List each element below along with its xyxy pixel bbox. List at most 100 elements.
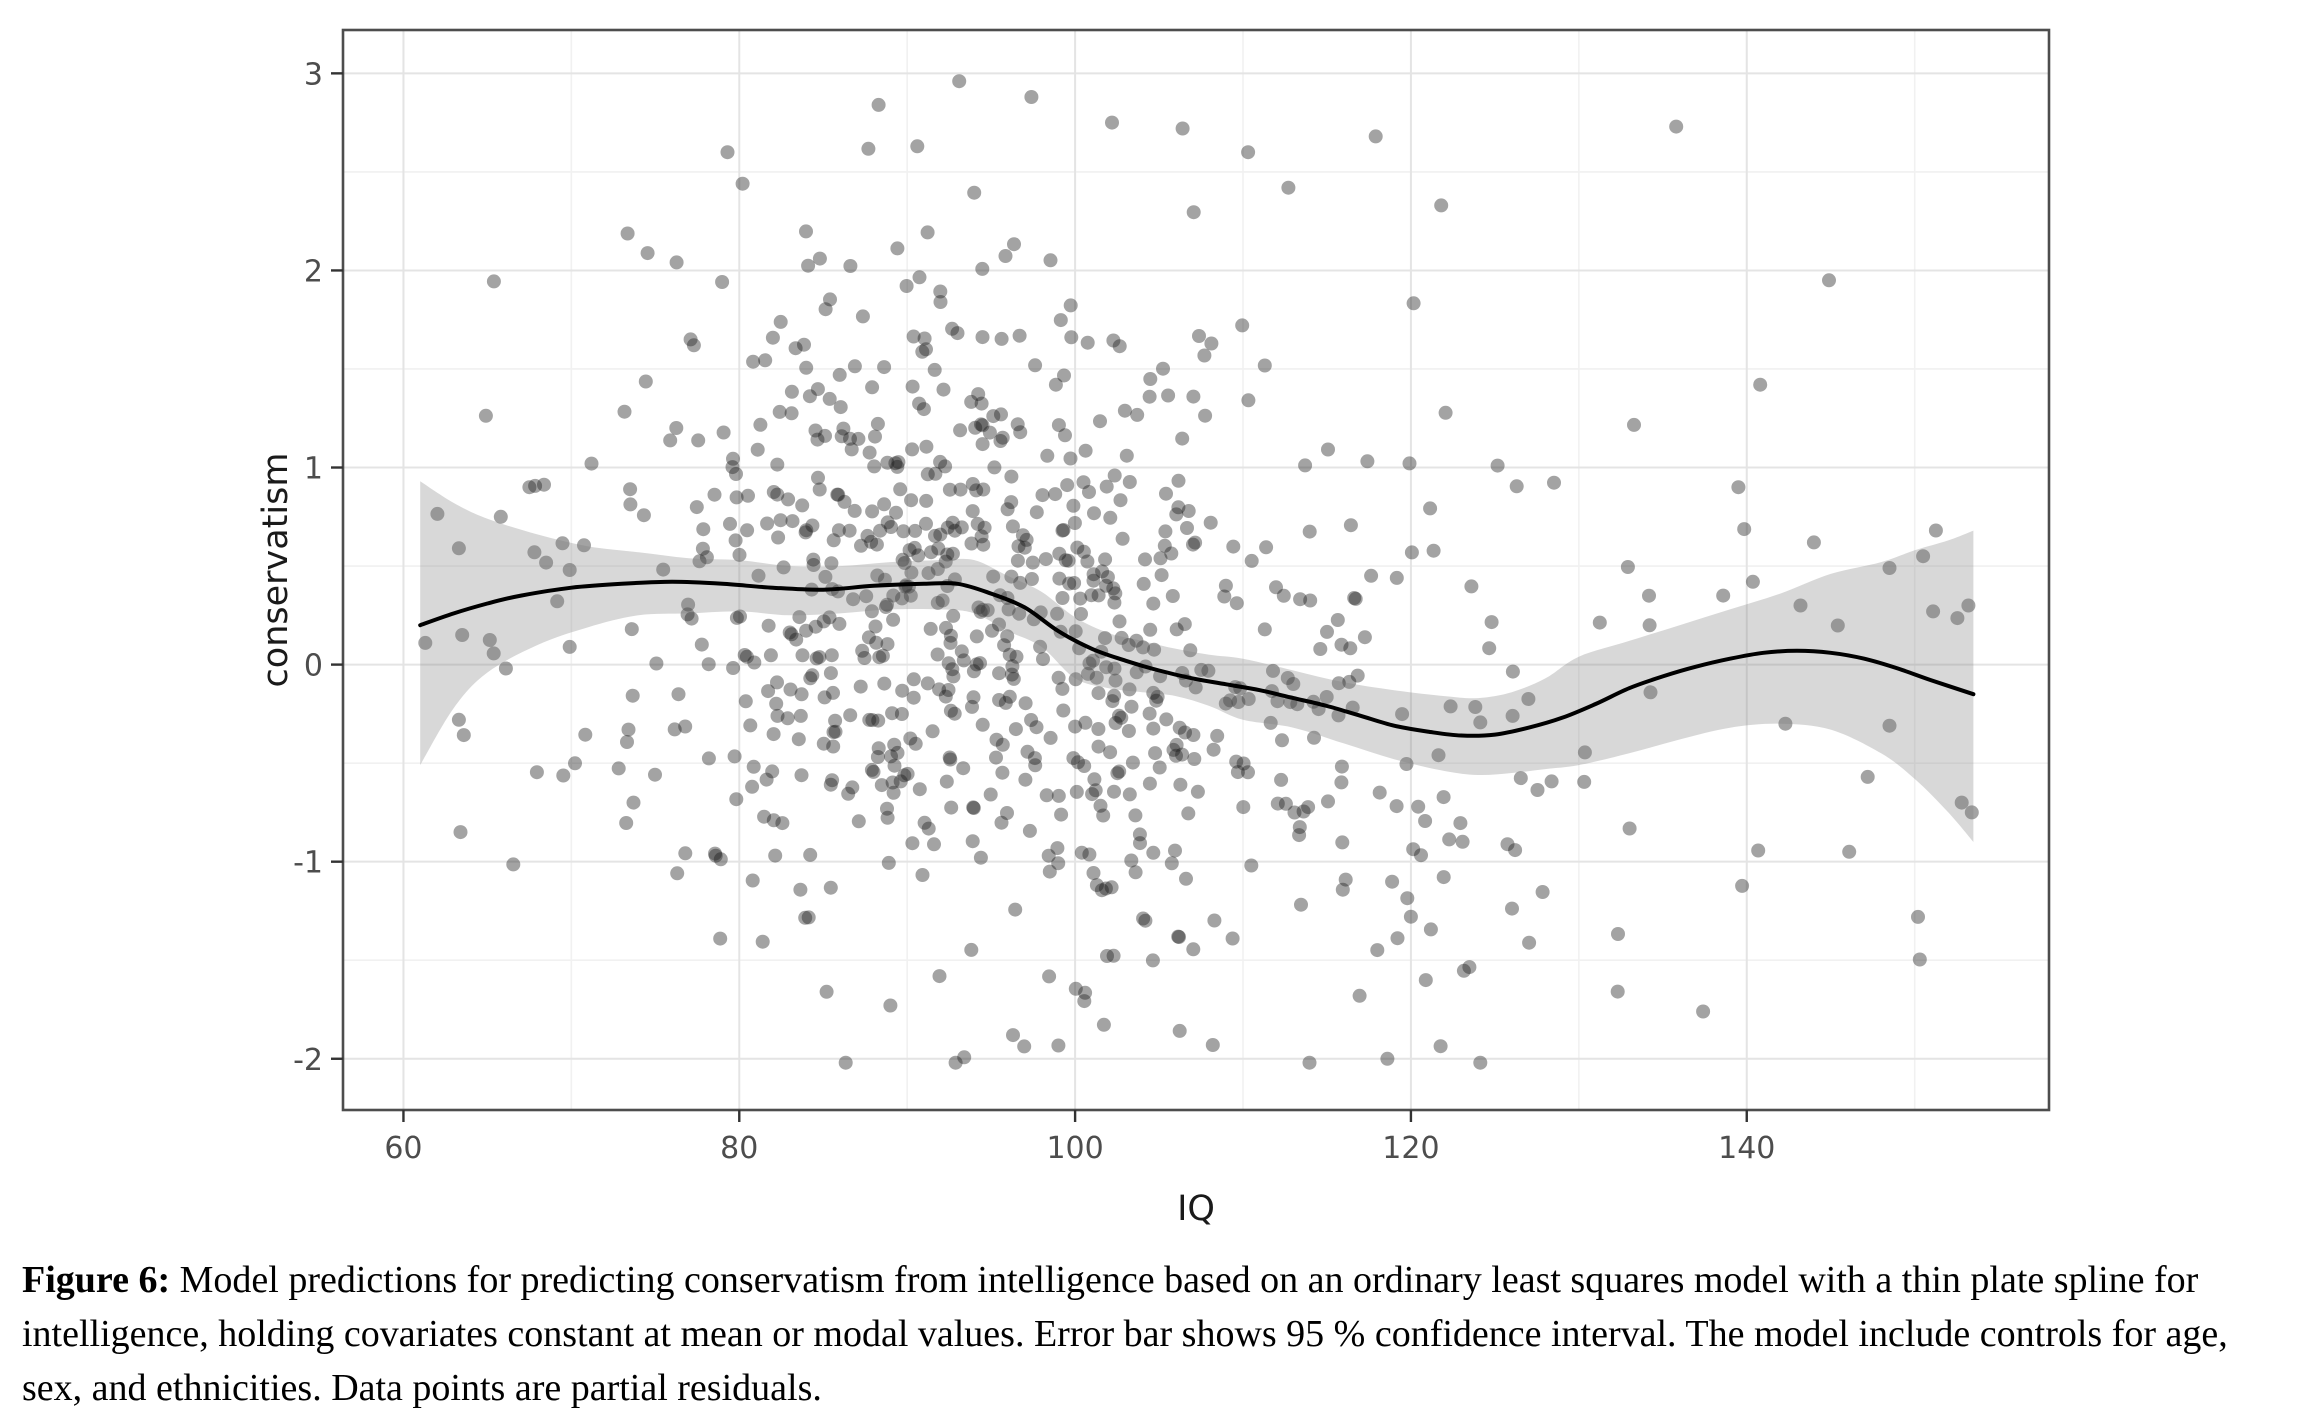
data-point (1028, 758, 1043, 773)
data-point (1143, 372, 1158, 386)
data-point (1287, 805, 1302, 820)
data-point (1157, 538, 1172, 553)
data-point (993, 434, 1008, 448)
data-point (945, 515, 960, 530)
data-point (1106, 333, 1121, 348)
data-point (1187, 752, 1202, 766)
data-point (1577, 774, 1592, 789)
data-point (1100, 949, 1114, 963)
y-tick-label: 0 (304, 649, 323, 684)
data-point (1107, 688, 1122, 703)
data-point (1592, 615, 1607, 630)
data-point (1122, 475, 1137, 489)
data-point (1241, 145, 1256, 160)
data-point (726, 661, 741, 675)
data-point (1022, 823, 1037, 838)
data-point (1089, 670, 1104, 685)
data-point (965, 699, 979, 714)
data-point (1916, 549, 1931, 564)
data-point (725, 460, 740, 475)
data-point (1229, 596, 1244, 611)
data-point (1172, 1023, 1187, 1038)
data-point (946, 608, 961, 623)
data-point (832, 367, 847, 382)
data-point (1077, 994, 1092, 1009)
data-point (818, 428, 832, 443)
data-point (953, 423, 968, 438)
data-point (715, 275, 730, 289)
data-point (1063, 451, 1078, 466)
data-point (890, 745, 905, 760)
data-point (527, 545, 542, 560)
data-point (716, 425, 731, 440)
data-point (1241, 393, 1256, 408)
data-point (761, 684, 776, 699)
data-point (1056, 523, 1071, 537)
data-point (1063, 298, 1078, 313)
data-point (770, 487, 785, 502)
data-point (1106, 581, 1121, 596)
data-point (1051, 788, 1066, 803)
data-point (1505, 901, 1519, 916)
data-point (802, 389, 817, 404)
data-point (920, 225, 935, 240)
data-point (843, 431, 857, 446)
data-point (1547, 475, 1561, 490)
data-point (851, 431, 866, 446)
data-point (1036, 652, 1050, 667)
data-point (838, 1055, 853, 1070)
data-point (1133, 836, 1147, 851)
data-point (975, 418, 990, 433)
data-point (997, 638, 1012, 653)
data-point (945, 662, 960, 677)
data-point (1521, 692, 1536, 706)
data-point (670, 866, 685, 881)
scatter-plot: 60 80 100 120 140 3 2 1 0 -1 -2 IQ conservatism (256, 28, 2051, 1228)
data-point (738, 694, 753, 709)
data-point (917, 331, 932, 346)
data-point (625, 688, 640, 703)
data-point (1456, 963, 1471, 978)
data-point (1055, 591, 1070, 605)
data-point (982, 425, 997, 440)
data-point (1505, 708, 1520, 723)
data-point (1138, 913, 1153, 928)
data-point (694, 637, 709, 652)
data-point (1142, 776, 1157, 791)
data-point (964, 394, 979, 409)
data-point (967, 185, 982, 200)
data-point (617, 404, 632, 419)
data-point (727, 749, 742, 764)
data-point (696, 522, 711, 537)
data-point (830, 487, 845, 502)
data-point (1431, 748, 1446, 763)
data-point (1334, 775, 1349, 790)
data-point (498, 661, 513, 676)
data-point (869, 537, 884, 552)
data-point (1124, 853, 1139, 868)
data-point (1610, 984, 1625, 999)
data-point (1008, 902, 1023, 917)
data-point (870, 568, 885, 583)
data-point (930, 647, 945, 662)
data-point (1281, 180, 1296, 195)
data-point (733, 609, 747, 624)
data-point (1203, 515, 1218, 530)
data-point (888, 456, 903, 471)
data-point (1330, 613, 1345, 627)
data-point (1204, 336, 1219, 351)
data-point (1010, 417, 1025, 432)
x-tick-label: 120 (1382, 1131, 1439, 1166)
data-point (623, 497, 638, 512)
data-point (992, 617, 1006, 632)
data-point (1455, 834, 1470, 849)
data-point (930, 562, 945, 576)
data-point (859, 589, 874, 604)
data-point (723, 516, 737, 531)
data-point (954, 644, 969, 659)
data-point (861, 630, 876, 645)
data-point (1342, 674, 1357, 689)
data-point (1257, 358, 1272, 373)
data-point (1110, 766, 1125, 781)
data-point (854, 538, 868, 553)
